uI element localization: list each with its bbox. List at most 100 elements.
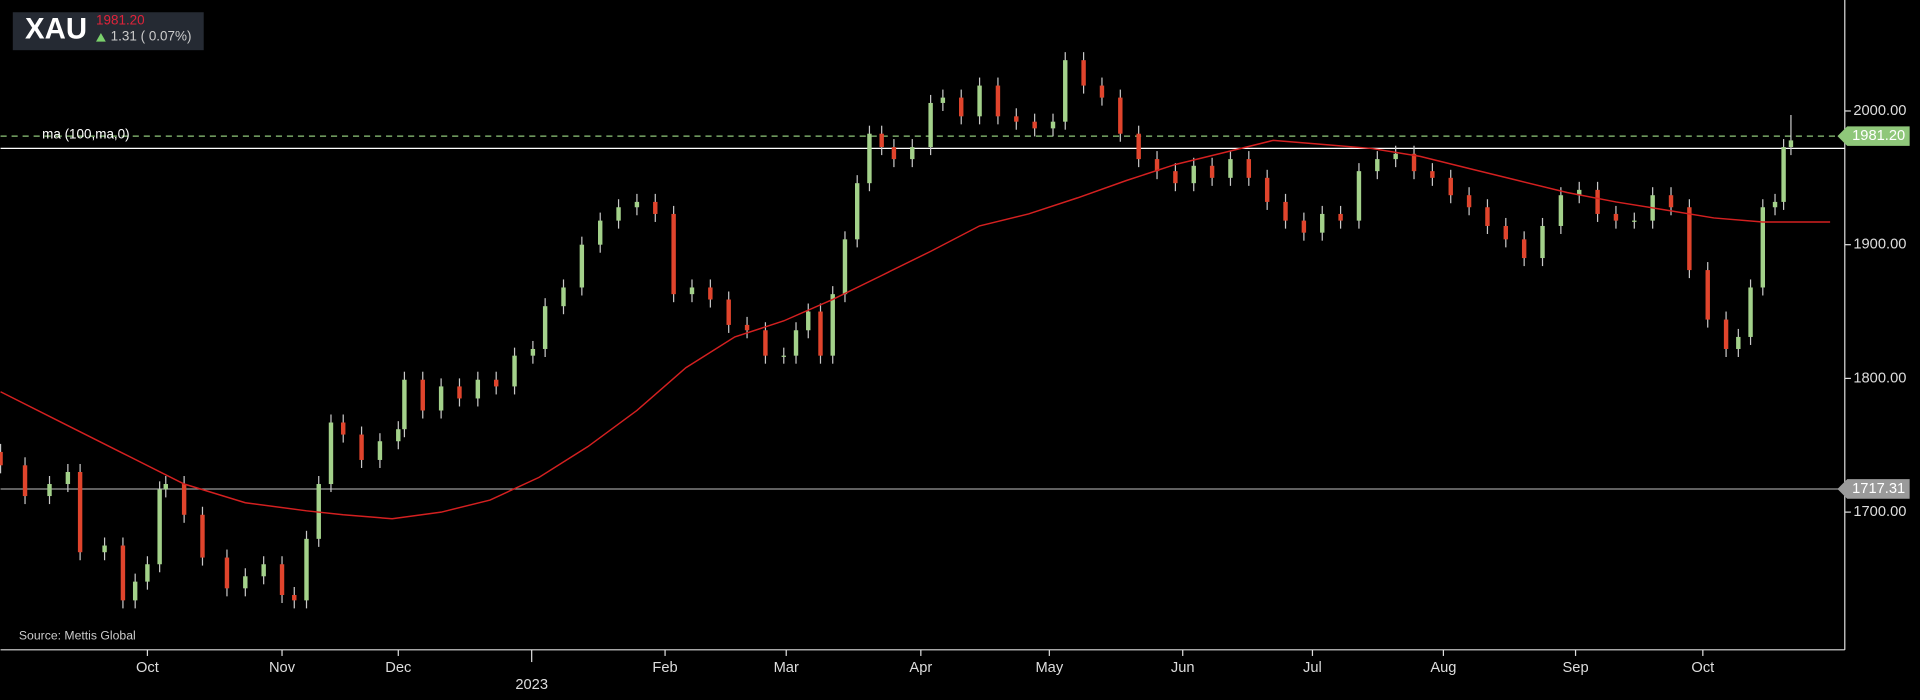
candle-body [1705,270,1710,320]
candle-body [634,201,640,208]
candle-body [1050,121,1056,129]
candle-body [261,564,266,577]
candle-body [1595,189,1600,214]
candle-body [910,147,915,160]
symbol: XAU [25,12,87,45]
candle-body [1577,189,1582,196]
candle-body [1632,220,1637,222]
candle-body [708,287,713,300]
candle-body [1081,60,1086,86]
candle-body [120,545,126,601]
candle-body [157,489,162,565]
price: 1981.20 [96,12,145,27]
candle-body [1191,165,1196,184]
candle-body [377,441,383,460]
candle-body [1032,121,1037,129]
candle-body [22,465,28,497]
y-tick-label: 2000.00 [1853,103,1906,119]
candle-body [940,97,946,103]
candle-body [1375,159,1380,172]
price-tag [1837,126,1910,146]
symbol-box [12,12,204,51]
x-tick-label: Oct [136,660,159,676]
candle-body [842,239,848,295]
candle-body [977,85,982,117]
candle-body [1014,116,1019,122]
ma-label: ma (100,ma,0) [42,127,129,142]
price-tag-label: 1717.31 [1852,481,1905,497]
candle-body [1063,60,1068,122]
candle-body [806,311,811,331]
x-tick-label: Jun [1171,660,1195,676]
candle-body [1356,171,1362,221]
candle-body [1283,201,1288,221]
candle-body [653,201,658,214]
candle-body [1246,159,1252,178]
up-arrow [96,33,106,42]
candle-body [867,133,872,184]
candle-body [1736,336,1741,349]
candle-body [1521,239,1527,259]
candle-body [763,330,768,356]
y-tick-label: 1900.00 [1853,237,1906,253]
candle-body [1209,165,1215,178]
candle-body [1393,153,1398,160]
candle-body [561,287,566,307]
candle-body [579,244,585,288]
candle-body [1136,133,1141,160]
candle-body [793,330,799,356]
candle-body [328,422,334,485]
candle-body [1338,213,1343,221]
candle-body [995,85,1001,117]
candle-body [781,355,786,357]
candle-body [891,147,897,160]
candle-body [402,379,407,430]
candle-body [1228,159,1233,178]
x-tick-label: Apr [909,660,932,676]
candle-body [1118,97,1123,134]
candle-body [1540,225,1545,259]
candle-body [1448,177,1453,196]
candle-body [1613,213,1619,221]
candle-body [420,379,425,411]
candle-body [163,484,168,490]
candle-body [1781,147,1786,202]
candle-body [689,287,695,295]
candle-body [1411,153,1417,172]
change: 1.31 ( 0.07%) [111,28,192,43]
candle-body [1772,201,1778,208]
candle-body [1099,85,1105,98]
candle-body [304,538,309,601]
candle-body [928,102,933,148]
candle-body [830,294,835,356]
candle-body [959,97,964,117]
candle-body [102,545,107,553]
y-tick-label: 1700.00 [1853,504,1906,520]
candle-body [0,451,3,466]
candle-body [1558,195,1564,226]
candle-body [1760,207,1765,288]
price-tag [1837,479,1910,499]
candle-body [512,355,517,387]
candle-body [726,299,731,325]
candle-body [181,484,187,515]
candle-body [1154,159,1160,172]
candle-body [1301,220,1307,233]
price-tag-label: 1981.20 [1852,128,1905,144]
x-tick-label: Sep [1563,660,1589,676]
candle-body [542,306,548,349]
year-tick-label: 2023 [515,677,548,693]
x-tick-label: May [1035,660,1063,676]
candle-body [243,576,248,589]
candle-body [1466,195,1472,208]
candle-body [279,564,285,596]
candle-body [530,348,536,356]
candle-body [1485,207,1490,226]
candle-body [1320,213,1325,233]
source: Source: Mettis Global [19,629,136,643]
candle-body [224,557,230,589]
candle-body [1668,195,1674,208]
candle-body [475,379,481,399]
